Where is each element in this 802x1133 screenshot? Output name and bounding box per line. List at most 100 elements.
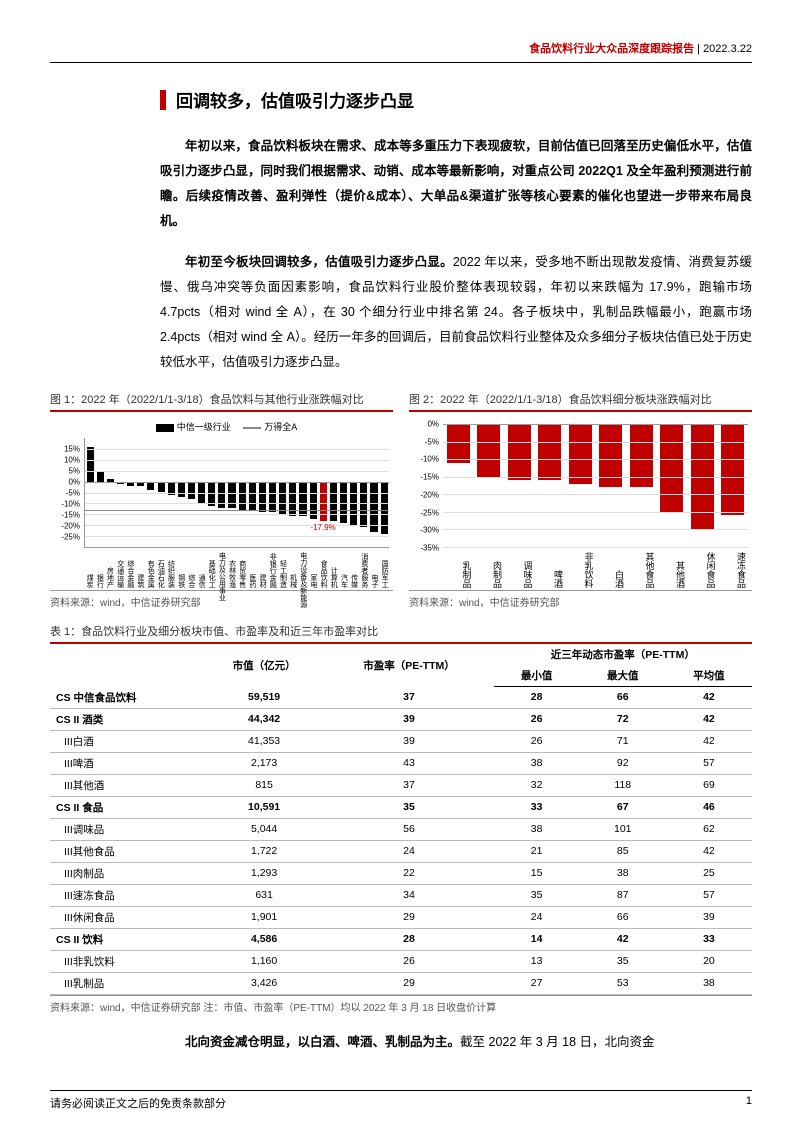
paragraph-2-rest: 2022 年以来，受多地不断出现散发疫情、消费复苏缓慢、俄乌冲突等负面因素影响，… (160, 255, 752, 369)
cell-name: CS II 食品 (50, 796, 204, 818)
chart-1-xlabel: 计算机 (328, 550, 338, 588)
chart-2-ytick: -10% (420, 455, 439, 464)
chart-2-xlabel: 速冻食品 (718, 550, 749, 588)
chart-1-ytick: -20% (61, 522, 80, 531)
chart-1-xlabel: 家电 (308, 550, 318, 588)
cell-pe: 34 (324, 884, 493, 906)
cell-avg: 57 (666, 884, 752, 906)
cell-avg: 20 (666, 950, 752, 972)
chart-2-ytick: -15% (420, 473, 439, 482)
cell-max: 38 (580, 862, 666, 884)
cell-max: 87 (580, 884, 666, 906)
cell-name: III调味品 (50, 818, 204, 840)
chart-2-xlabel: 啤酒 (535, 550, 566, 588)
paragraph-1: 年初以来，食品饮料板块在需求、成本等多重压力下表现疲软，目前估值已回落至历史偏低… (160, 134, 752, 234)
cell-name: III肉制品 (50, 862, 204, 884)
chart-1-ytick: 15% (64, 445, 80, 454)
chart-2-xlabel: 非乳饮料 (565, 550, 596, 588)
table-source: 资料来源：wind，中信证券研究部 注：市值、市盈率（PE-TTM）均以 202… (50, 995, 752, 1014)
chart-2-ytick: -30% (420, 526, 439, 535)
chart-1-xlabel: 房地产 (104, 550, 114, 588)
chart-1-bar (208, 482, 215, 506)
table-row: III乳制品3,42629275338 (50, 972, 752, 994)
cell-name: CS 中信食品饮料 (50, 687, 204, 709)
cell-avg: 69 (666, 774, 752, 796)
chart-1-yaxis: 15%10%5%0%-5%-10%-15%-20%-25% (50, 438, 82, 548)
chart-2-ytick: -25% (420, 508, 439, 517)
chart-1-bar (87, 447, 94, 482)
chart-1-bar (289, 482, 296, 517)
section-heading: 回调较多，估值吸引力逐步凸显 (160, 87, 752, 112)
cell-max: 53 (580, 972, 666, 994)
cell-pe: 26 (324, 950, 493, 972)
cell-pe: 29 (324, 906, 493, 928)
cell-mv: 5,044 (204, 818, 325, 840)
chart-2-xlabel: 肉制品 (474, 550, 505, 588)
table-head: 市值（亿元） 市盈率（PE-TTM） 近三年动态市盈率（PE-TTM） 最小值 … (50, 644, 752, 687)
chart-1-xlabel: 钢铁 (176, 550, 186, 588)
chart-1-plot: -17.9% (84, 438, 389, 548)
chart-2-ytick: 0% (427, 420, 439, 429)
cell-max: 101 (580, 818, 666, 840)
section-heading-text: 回调较多，估值吸引力逐步凸显 (176, 87, 414, 112)
th-min: 最小值 (494, 665, 580, 687)
chart-1-xlabel: 石油石化 (155, 550, 165, 588)
chart-1-ytick: 10% (64, 456, 80, 465)
paragraph-3-lead: 北向资金减仓明显，以白酒、啤酒、乳制品为主。 (185, 1035, 460, 1049)
chart-1-bar (188, 482, 195, 499)
chart-1-xlabel: 煤炭 (84, 550, 94, 588)
chart-2-xlabel: 其他酒 (657, 550, 688, 588)
chart-1-bar (97, 471, 104, 482)
page-number: 1 (746, 1095, 752, 1111)
cell-pe: 22 (324, 862, 493, 884)
table-row: CS II 酒类44,34239267242 (50, 708, 752, 730)
chart-1-xlabel: 传媒 (348, 550, 358, 588)
chart-1-xlabel: 建筑 (135, 550, 145, 588)
chart-1-xlabel: 基础化工 (206, 550, 216, 588)
table-row: III非乳饮料1,16026133520 (50, 950, 752, 972)
cell-mv: 59,519 (204, 687, 325, 709)
chart-1-xlabel: 纺织服装 (165, 550, 175, 588)
cell-max: 85 (580, 840, 666, 862)
chart-1-ytick: -25% (61, 533, 80, 542)
chart-2-bar (599, 424, 622, 487)
table-row: III肉制品1,29322153825 (50, 862, 752, 884)
cell-name: CS II 饮料 (50, 928, 204, 950)
chart-1-area: 中信一级行业 万得全A 15%10%5%0%-5%-10%-15%-20%-25… (50, 418, 393, 588)
cell-mv: 815 (204, 774, 325, 796)
chart-1-bar (269, 482, 276, 513)
chart-2-xlabels: 乳制品肉制品调味品啤酒非乳饮料白酒其他食品其他酒休闲食品速冻食品 (443, 550, 748, 588)
chart-1-ytick: -10% (61, 500, 80, 509)
chart-1-legend: 中信一级行业 万得全A (50, 418, 393, 437)
chart-1-xlabel: 医药 (247, 550, 257, 588)
cell-min: 26 (494, 730, 580, 752)
report-date: 2022.3.22 (703, 43, 752, 55)
paragraph-2-lead: 年初至今板块回调较多，估值吸引力逐步凸显。 (185, 255, 453, 269)
th-name (50, 644, 204, 687)
cell-min: 33 (494, 796, 580, 818)
table-row: III啤酒2,17343389257 (50, 752, 752, 774)
cell-avg: 42 (666, 708, 752, 730)
legend-swatch-2 (243, 427, 261, 429)
cell-avg: 39 (666, 906, 752, 928)
cell-min: 27 (494, 972, 580, 994)
cell-name: III乳制品 (50, 972, 204, 994)
chart-1-bar (249, 482, 256, 510)
chart-1-xlabel: 汽车 (338, 550, 348, 588)
cell-max: 72 (580, 708, 666, 730)
cell-mv: 3,426 (204, 972, 325, 994)
chart-1-bar (147, 482, 154, 491)
chart-1-reference-line (85, 510, 389, 511)
chart-1-bar (310, 482, 317, 519)
legend-label-2: 万得全A (264, 422, 297, 432)
cell-max: 66 (580, 687, 666, 709)
cell-pe: 56 (324, 818, 493, 840)
cell-max: 118 (580, 774, 666, 796)
chart-1-bar (239, 482, 246, 510)
table-caption: 表 1：食品饮料行业及细分板块市值、市盈率及和近三年市盈率对比 (50, 623, 752, 644)
chart-1-xlabel: 有色金属 (145, 550, 155, 588)
cell-avg: 46 (666, 796, 752, 818)
cell-min: 35 (494, 884, 580, 906)
cell-mv: 1,722 (204, 840, 325, 862)
chart-1-xlabel: 电子 (369, 550, 379, 588)
